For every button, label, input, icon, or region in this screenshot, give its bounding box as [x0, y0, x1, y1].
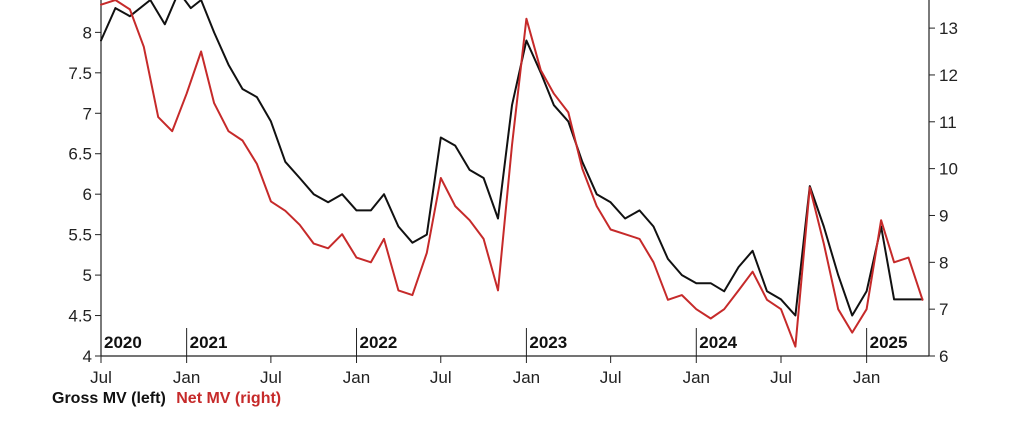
y-right-tick-label: 7 [939, 300, 948, 319]
y-left-tick-label: 7 [83, 104, 92, 123]
year-label: 2023 [529, 333, 567, 352]
y-right-tick-label: 8 [939, 253, 948, 272]
y-right-tick-label: 10 [939, 160, 958, 179]
y-left-tick-label: 4 [83, 347, 92, 366]
year-label: 2025 [870, 333, 908, 352]
year-label: 2022 [360, 333, 398, 352]
year-label: 2020 [104, 333, 142, 352]
year-label: 2021 [190, 333, 228, 352]
y-right-tick-label: 13 [939, 19, 958, 38]
axes-layer: 4 4.5 5 5.5 6 6.5 7 7.5 8 6 7 8 9 10 11 12 13 Jul Jan Jul Ja… [68, 19, 958, 387]
series-layer [100, 0, 924, 348]
year-label: 2024 [699, 333, 737, 352]
x-tick-label: Jul [430, 368, 452, 387]
y-left-tick-label: 6 [83, 185, 92, 204]
x-tick-label: Jan [683, 368, 710, 387]
legend-net: Net MV (right) [176, 390, 282, 407]
y-right-tick-label: 11 [939, 113, 957, 132]
y-right-tick-label: 9 [939, 206, 948, 225]
legend: Gross MV (left) Net MV (right) [52, 390, 287, 408]
x-tick-label: Jul [600, 368, 622, 387]
x-tick-label: Jan [173, 368, 200, 387]
y-right-tick-label: 6 [939, 347, 948, 366]
x-tick-label: Jan [343, 368, 370, 387]
y-left-tick-label: 4.5 [68, 307, 92, 326]
y-left-tick-label: 5.5 [68, 226, 92, 245]
x-tick-label: Jan [853, 368, 880, 387]
legend-gross: Gross MV (left) [52, 390, 166, 407]
y-left-tick-label: 8 [83, 23, 92, 42]
y-left-tick-label: 6.5 [68, 145, 92, 164]
y-left-tick-label: 5 [83, 266, 92, 285]
x-tick-label: Jan [513, 368, 540, 387]
x-tick-label: Jul [90, 368, 112, 387]
y-left-tick-label: 7.5 [68, 64, 92, 83]
series-line-net-mv [100, 0, 924, 348]
y-right-tick-label: 12 [939, 66, 958, 85]
x-tick-label: Jul [260, 368, 282, 387]
series-line-gross-mv [100, 0, 924, 317]
x-tick-label: Jul [770, 368, 792, 387]
plot-area [100, 0, 930, 357]
